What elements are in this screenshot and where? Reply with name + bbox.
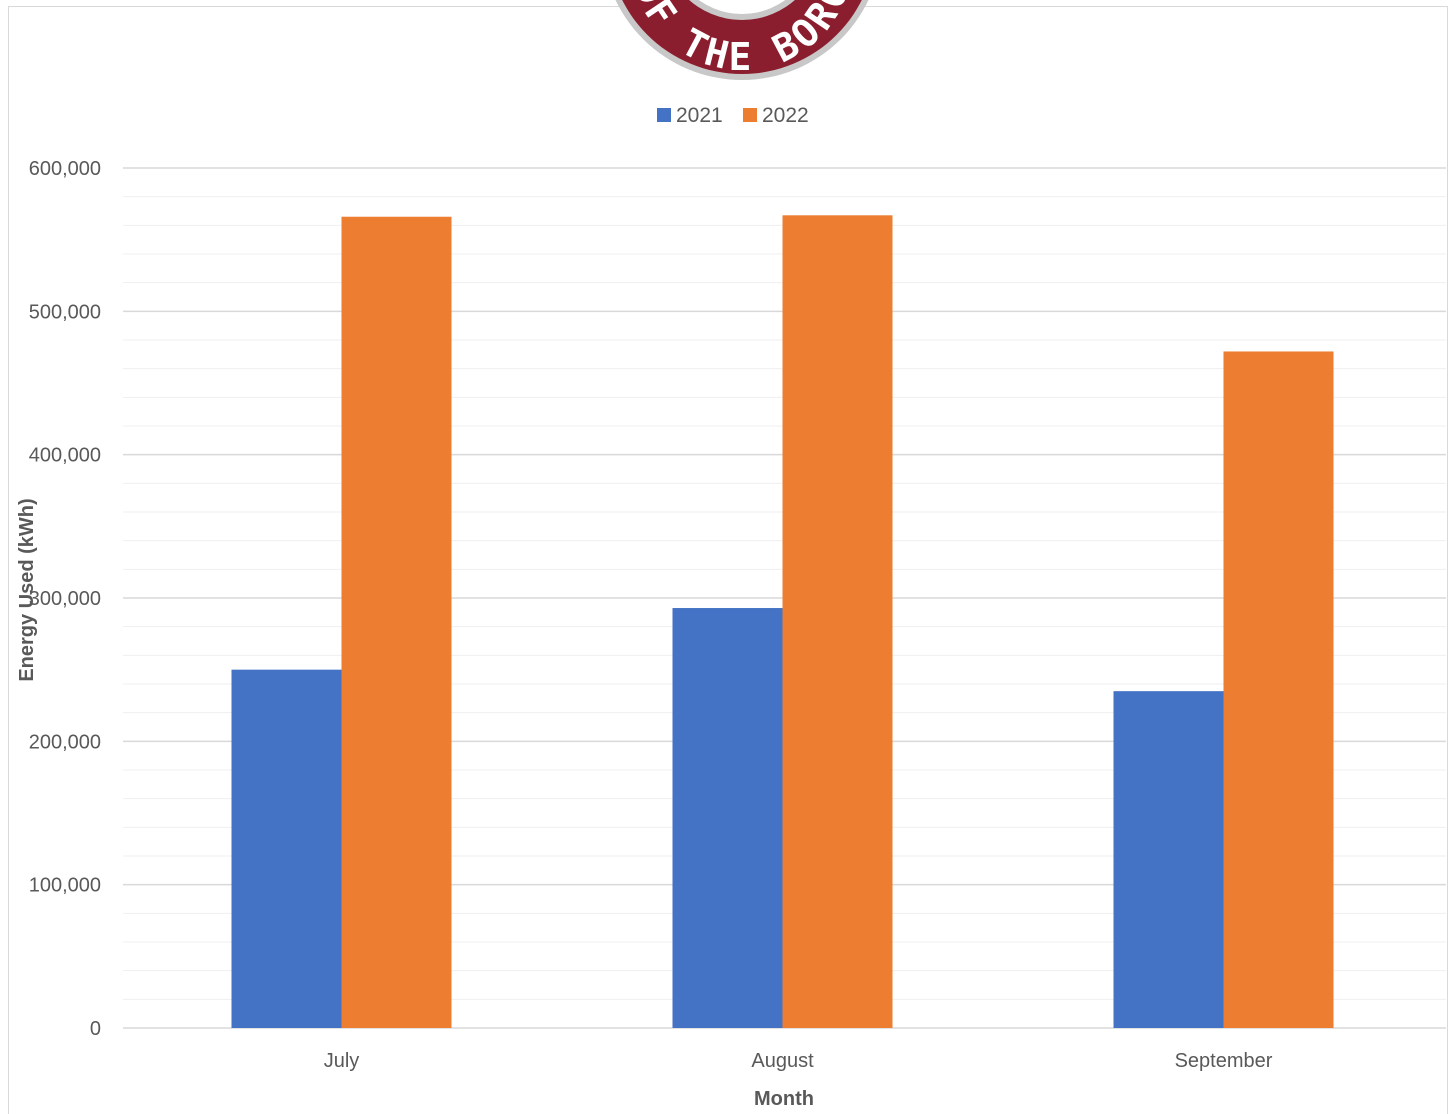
bars (231, 215, 1334, 1029)
bar-2022-september (1223, 351, 1334, 1028)
x-axis-title: Month (754, 1088, 814, 1110)
legend-swatch (743, 108, 757, 122)
legend: 2021 2022 (657, 104, 809, 127)
x-tick-label: September (1175, 1050, 1273, 1072)
legend-swatch (657, 108, 671, 122)
legend-label: 2021 (676, 104, 723, 127)
borough-seal-icon: OF THE BORO (615, 0, 869, 80)
y-tick-label: 200,000 (29, 731, 101, 753)
x-tick-label: August (751, 1050, 814, 1072)
y-axis-tick-labels: 0 100,000 200,000 300,000 400,000 500,000 600,… (29, 158, 101, 1040)
y-axis-title: Energy Used (kWh) (16, 498, 38, 681)
bar-2022-july (341, 216, 452, 1028)
legend-label: 2022 (762, 104, 809, 127)
y-tick-label: 300,000 (29, 588, 101, 610)
y-tick-label: 0 (90, 1018, 101, 1040)
bar-2021-september (1113, 691, 1224, 1028)
y-tick-label: 500,000 (29, 301, 101, 323)
x-tick-label: July (324, 1050, 360, 1072)
bar-2021-july (231, 669, 342, 1028)
bar-2021-august (672, 608, 783, 1028)
y-tick-label: 100,000 (29, 875, 101, 897)
x-axis-tick-labels: July August September (324, 1050, 1273, 1072)
bar-2022-august (782, 215, 893, 1029)
y-tick-label: 600,000 (29, 158, 101, 180)
y-tick-label: 400,000 (29, 445, 101, 467)
